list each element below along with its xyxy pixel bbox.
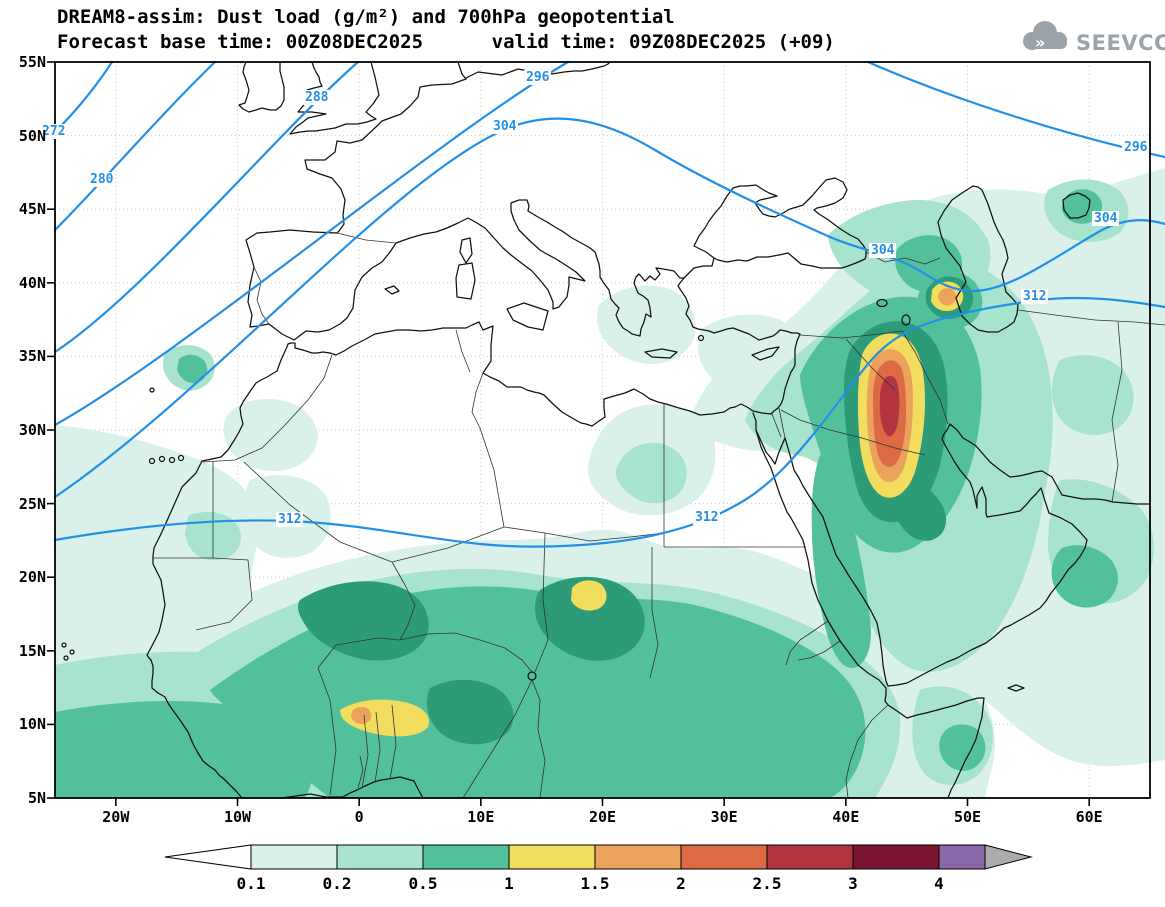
contour-label: 312 bbox=[693, 510, 721, 525]
colorbar-left-arrow bbox=[164, 844, 252, 870]
longitude-tick-label: 0 bbox=[354, 808, 364, 826]
colorbar-segment bbox=[938, 844, 986, 870]
dust-band-25 bbox=[879, 376, 900, 437]
seevccc-cloud-icon: » bbox=[1023, 21, 1067, 52]
island-madeira bbox=[149, 387, 155, 393]
coastline-levant-africa bbox=[146, 277, 801, 799]
colorbar-segment bbox=[852, 844, 940, 870]
seevccc-logo: » SEEVCCC bbox=[1023, 21, 1165, 55]
island-corsica bbox=[459, 237, 473, 264]
longitude-tick-label: 20W bbox=[102, 808, 130, 826]
contour-label: 312 bbox=[276, 512, 304, 527]
latitude-tick-label: 20N bbox=[18, 568, 46, 587]
colorbar-tick-label: 0.1 bbox=[237, 874, 266, 893]
colorbar-segment bbox=[250, 844, 338, 870]
logo-arrows-icon: » bbox=[1035, 33, 1045, 52]
contour-304 bbox=[53, 117, 1165, 499]
contour-272 bbox=[53, 60, 114, 134]
colorbar-segment bbox=[422, 844, 510, 870]
contour-label: 288 bbox=[303, 90, 331, 105]
island-sardinia bbox=[455, 262, 476, 300]
colorbar-tick-label: 1.5 bbox=[581, 874, 610, 893]
longitude-tick-label: 30E bbox=[710, 808, 738, 826]
colorbar-tick-label: 2.5 bbox=[753, 874, 782, 893]
colorbar: 0.1 0.2 0.5 1 1.5 2 2.5 3 4 bbox=[164, 844, 1033, 893]
latitude-tick-label: 10N bbox=[18, 715, 46, 734]
contour-label: 272 bbox=[40, 124, 68, 139]
latitude-tick-label: 40N bbox=[18, 273, 46, 292]
latitude-tick-label: 5N bbox=[27, 789, 46, 807]
contour-label: 296 bbox=[1122, 140, 1150, 155]
latitude-tick-label: 45N bbox=[18, 200, 46, 219]
logo-wordmark: SEEVCCC bbox=[1076, 31, 1165, 55]
contour-label: 304 bbox=[869, 243, 897, 258]
contour-label: 312 bbox=[1021, 289, 1049, 304]
coastline-europe-africa bbox=[245, 61, 715, 341]
latitude-tick-label: 50N bbox=[18, 126, 46, 145]
colorbar-tick-label: 3 bbox=[848, 874, 858, 893]
coastline-aral bbox=[1062, 192, 1091, 219]
contour-label: 304 bbox=[1092, 211, 1120, 226]
colorbar-tick-label: 0.5 bbox=[409, 874, 438, 893]
island-canary bbox=[148, 457, 156, 465]
lake-urmia bbox=[901, 314, 911, 326]
colorbar-tick-label: 1 bbox=[504, 874, 514, 893]
latitude-tick-label: 35N bbox=[18, 347, 46, 366]
latitude-tick-label: 15N bbox=[18, 641, 46, 660]
country-borders bbox=[202, 354, 333, 463]
latitude-tick-label: 30N bbox=[18, 421, 46, 439]
colorbar-segment bbox=[766, 844, 854, 870]
contour-288 bbox=[53, 60, 360, 354]
colorbar-segment bbox=[336, 844, 424, 870]
colorbar-segment bbox=[508, 844, 596, 870]
longitude-tick-label: 60E bbox=[1075, 808, 1103, 826]
island-mallorca bbox=[384, 285, 400, 295]
longitude-tick-label: 40E bbox=[832, 808, 860, 826]
latitude-tick-label: 25N bbox=[18, 494, 46, 513]
contour-label: 304 bbox=[491, 119, 519, 134]
coastline-britain bbox=[289, 61, 380, 135]
colorbar-tick-label: 4 bbox=[934, 874, 944, 893]
coastlines-and-borders bbox=[61, 61, 1165, 799]
longitude-tick-label: 10W bbox=[223, 808, 252, 826]
contour-296-east bbox=[866, 60, 1165, 159]
coastline-arabia bbox=[752, 412, 1151, 687]
island-rhodes bbox=[697, 334, 705, 342]
contour-312 bbox=[53, 296, 1165, 548]
coastline-black-sea bbox=[693, 177, 867, 269]
coastline-gulf-of-guinea bbox=[281, 776, 424, 799]
island-sicily bbox=[506, 302, 549, 331]
island-crete bbox=[644, 348, 678, 359]
dust-core bbox=[297, 581, 429, 661]
longitude-tick-label: 20E bbox=[588, 808, 617, 826]
lake-van bbox=[876, 298, 888, 308]
colorbar-tick-label: 2 bbox=[676, 874, 686, 893]
island-cyprus bbox=[751, 346, 780, 361]
dust-load-shading bbox=[55, 168, 1165, 798]
chart-title: DREAM8-assim: Dust load (g/m²) and 700hP… bbox=[57, 6, 675, 28]
coastline-red-sea-africa bbox=[755, 429, 985, 799]
colorbar-right-arrow bbox=[984, 844, 1033, 870]
island-socotra bbox=[1007, 684, 1025, 692]
coastline-caspian bbox=[937, 185, 1019, 333]
longitude-tick-label: 50E bbox=[953, 808, 982, 826]
geopotential-contours bbox=[53, 60, 1165, 548]
chart-subtitle: Forecast base time: 00Z08DEC2025 valid t… bbox=[57, 31, 835, 53]
latitude-tick-label: 55N bbox=[18, 53, 46, 71]
contour-296-west bbox=[53, 60, 570, 427]
colorbar-tick-label: 0.2 bbox=[323, 874, 352, 893]
colorbar-segment bbox=[680, 844, 768, 870]
contour-label: 296 bbox=[524, 70, 552, 85]
contour-280 bbox=[53, 60, 217, 232]
colorbar-segment bbox=[594, 844, 682, 870]
contour-label: 280 bbox=[88, 172, 116, 187]
longitude-tick-label: 10E bbox=[467, 808, 495, 826]
island-cape-verde bbox=[61, 642, 67, 648]
coastline-ireland bbox=[238, 61, 285, 113]
